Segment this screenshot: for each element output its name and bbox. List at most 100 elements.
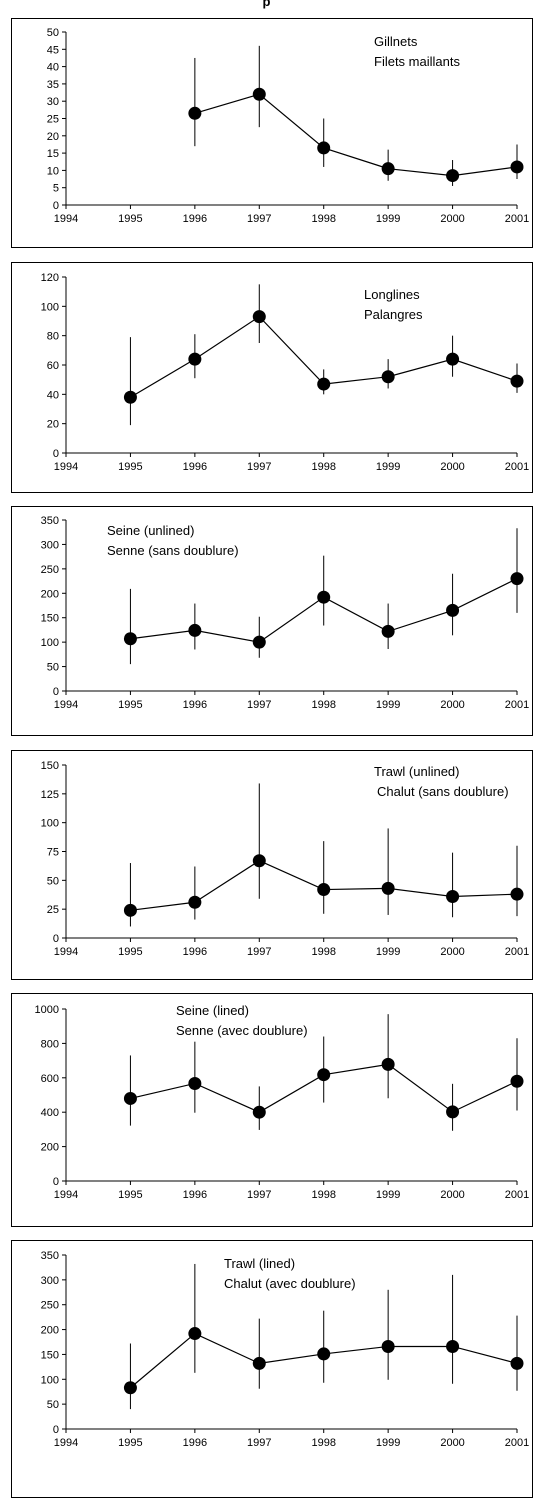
y-tick-label: 350	[41, 515, 59, 527]
y-tick-label: 200	[41, 1142, 59, 1154]
legend-text: Seine (unlined)	[107, 523, 194, 538]
y-tick-label: 120	[41, 272, 59, 284]
x-tick-label: 1996	[183, 461, 207, 473]
x-tick-label: 1998	[311, 461, 335, 473]
data-point	[510, 572, 524, 586]
y-tick-label: 10	[47, 165, 59, 177]
x-tick-label: 2000	[440, 946, 464, 958]
data-point	[123, 1091, 137, 1105]
legend-text: Gillnets	[374, 34, 418, 49]
data-point	[188, 1327, 202, 1341]
x-tick-label: 2001	[505, 699, 529, 711]
y-tick-label: 100	[41, 818, 59, 830]
y-tick-label: 250	[41, 564, 59, 576]
y-tick-label: 45	[47, 44, 59, 56]
legend-text: Filets maillants	[374, 54, 460, 69]
data-point	[446, 352, 460, 366]
x-tick-label: 1995	[118, 699, 142, 711]
x-tick-label: 1999	[376, 699, 400, 711]
legend-text: Trawl (unlined)	[374, 764, 460, 779]
y-tick-label: 75	[47, 847, 59, 859]
y-tick-label: 50	[47, 27, 59, 39]
data-point	[317, 1068, 331, 1082]
y-tick-label: 40	[47, 389, 59, 401]
x-tick-label: 1994	[54, 213, 78, 225]
x-tick-label: 2000	[440, 699, 464, 711]
x-tick-label: 1999	[376, 1189, 400, 1201]
legend-text: Seine (lined)	[176, 1003, 249, 1018]
data-point	[252, 635, 266, 649]
x-tick-label: 1998	[311, 1189, 335, 1201]
y-tick-label: 400	[41, 1107, 59, 1119]
y-tick-label: 5	[53, 183, 59, 195]
chart-panel-5: 0 200 400 600 800 1000 1994 1995 1996 1997 1998 199…	[11, 993, 533, 1227]
x-tick-label: 2001	[505, 461, 529, 473]
data-point	[188, 352, 202, 366]
data-point	[252, 854, 266, 868]
data-point	[446, 1105, 460, 1119]
data-point	[123, 390, 137, 404]
y-tick-label: 20	[47, 419, 59, 431]
x-tick-label: 1997	[247, 946, 271, 958]
y-tick-label: 150	[41, 1349, 59, 1361]
y-tick-label: 25	[47, 904, 59, 916]
legend-text: Chalut (sans doublure)	[377, 784, 509, 799]
x-tick-label: 1999	[376, 461, 400, 473]
x-tick-label: 1997	[247, 461, 271, 473]
data-point	[123, 632, 137, 646]
data-point	[381, 624, 395, 638]
chart-panel-6: 0 50 100 150 200 250 300 350 1994 1995 1996 1997 199…	[11, 1240, 533, 1498]
x-tick-label: 2001	[505, 946, 529, 958]
data-point	[188, 895, 202, 909]
y-tick-label: 15	[47, 148, 59, 160]
data-point	[510, 160, 524, 174]
y-tick-label: 30	[47, 96, 59, 108]
x-tick-label: 1996	[183, 946, 207, 958]
x-tick-label: 1995	[118, 461, 142, 473]
x-tick-label: 1998	[311, 699, 335, 711]
chart-panel-1: 0 5 10 15 20 25 30 35 40 45 50 1994 1995 1996 1997 1998…	[11, 18, 533, 248]
x-tick-label: 2000	[440, 461, 464, 473]
y-tick-label: 125	[41, 789, 59, 801]
data-point	[188, 106, 202, 120]
x-tick-label: 1994	[54, 946, 78, 958]
x-tick-label: 1996	[183, 1437, 207, 1449]
x-tick-label: 1995	[118, 1189, 142, 1201]
data-point	[446, 169, 460, 183]
y-tick-label: 50	[47, 1399, 59, 1411]
y-tick-label: 0	[53, 1176, 59, 1188]
x-tick-label: 1996	[183, 699, 207, 711]
data-point	[446, 1339, 460, 1353]
data-point	[510, 374, 524, 388]
y-tick-label: 0	[53, 686, 59, 698]
x-tick-label: 2001	[505, 1437, 529, 1449]
figure-top-title: p	[262, 0, 271, 9]
y-tick-label: 350	[41, 1250, 59, 1262]
data-point	[381, 881, 395, 895]
x-tick-label: 2001	[505, 1189, 529, 1201]
data-point	[510, 1356, 524, 1370]
y-tick-label: 150	[41, 613, 59, 625]
y-tick-label: 300	[41, 539, 59, 551]
data-point	[446, 603, 460, 617]
y-tick-label: 0	[53, 933, 59, 945]
y-tick-label: 0	[53, 1424, 59, 1436]
legend-text: Senne (avec doublure)	[176, 1023, 308, 1038]
y-tick-label: 200	[41, 588, 59, 600]
data-point	[123, 903, 137, 917]
y-tick-label: 100	[41, 637, 59, 649]
x-tick-label: 1998	[311, 946, 335, 958]
series-line	[194, 93, 518, 177]
y-tick-label: 0	[53, 448, 59, 460]
data-point	[381, 1057, 395, 1071]
x-tick-label: 1999	[376, 1437, 400, 1449]
x-tick-label: 2001	[505, 213, 529, 225]
data-point	[252, 87, 266, 101]
y-tick-label: 600	[41, 1073, 59, 1085]
y-tick-label: 150	[41, 760, 59, 772]
data-point	[381, 1339, 395, 1353]
chart-svg-3: 0 50 100 150 200 250 300 350 1994 1995 1996 1997 199…	[41, 515, 530, 711]
x-tick-label: 1994	[54, 461, 78, 473]
chart-panel-2: 0 20 40 60 80 100 120 1994 1995 1996 1997 1998 1999 2…	[11, 262, 533, 493]
legend-text: Trawl (lined)	[224, 1256, 295, 1271]
